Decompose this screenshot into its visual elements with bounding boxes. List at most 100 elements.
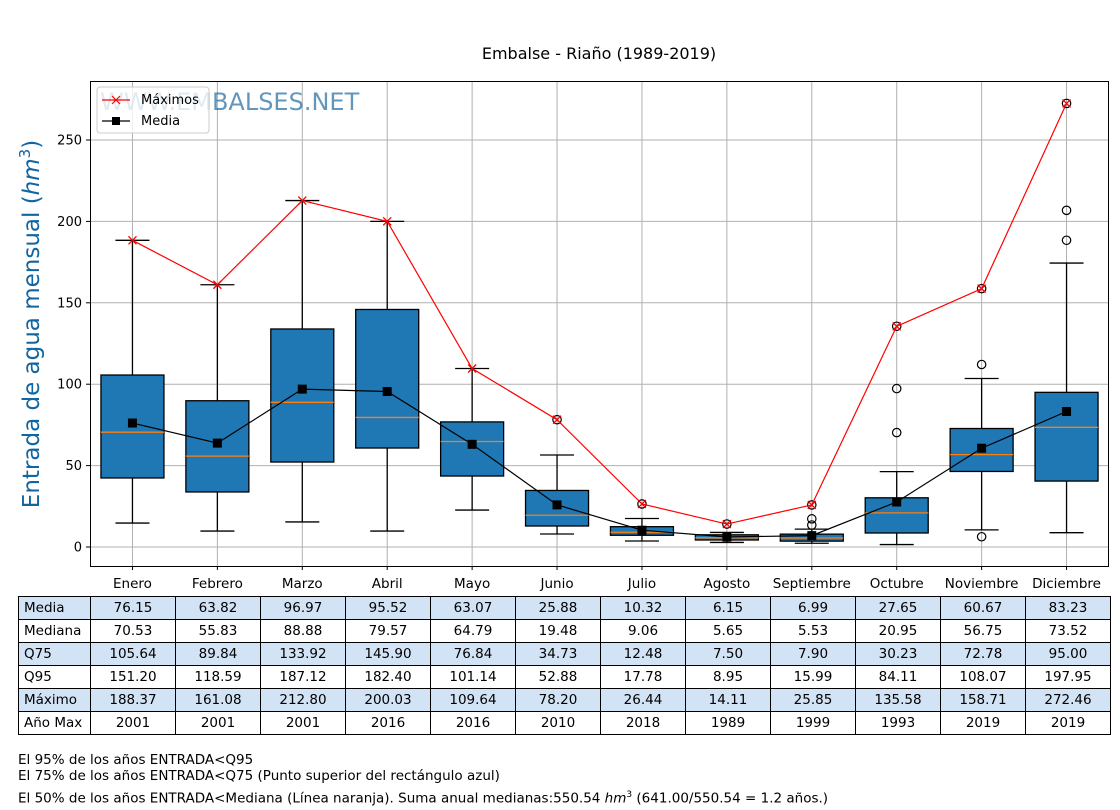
table-cell: 2018: [600, 711, 686, 735]
legend-max-label: Máximos: [141, 93, 199, 108]
table-cell: 133.92: [260, 642, 346, 666]
table-cell: 76.84: [430, 642, 516, 666]
table-cell: 88.88: [260, 619, 346, 643]
table-row: Media 76.15 63.82 96.97 95.52 63.07 25.88 10.32…: [18, 596, 1111, 620]
table-cell: 95.52: [345, 596, 431, 620]
table-cell: 118.59: [175, 665, 261, 689]
x-tick-label: Febrero: [192, 576, 243, 592]
outlier-point: [806, 500, 817, 510]
plot-frame: [90, 81, 1109, 567]
maximos-point: [637, 499, 647, 509]
outlier-point: [1061, 235, 1072, 246]
x-tick-label: Mayo: [454, 576, 490, 592]
boxplot-chart: Embalse - Riaño (1989-2019) WWW.EMBALSES…: [16, 44, 1109, 592]
table-cell: 1989: [685, 711, 771, 735]
outlier-point: [1061, 205, 1072, 216]
table-cell: 105.64: [90, 642, 176, 666]
table-cell: 151.20: [90, 665, 176, 689]
y-tick-label: 250: [57, 134, 82, 149]
table-cell: 2001: [175, 711, 261, 735]
outlier-point: [976, 283, 987, 294]
x-tick-label: Agosto: [704, 576, 751, 592]
table-cell: 101.14: [430, 665, 516, 689]
table-cell: 2001: [260, 711, 346, 735]
note-mediana: El 50% de los años ENTRADA<Mediana (Líne…: [18, 784, 829, 807]
table-cell: 55.83: [175, 619, 261, 643]
media-point: [722, 532, 732, 542]
outlier-point: [976, 359, 987, 370]
table-cell: 78.20: [515, 688, 601, 712]
table-cell: 83.23: [1025, 596, 1111, 620]
table-cell: 79.57: [345, 619, 431, 643]
y-tick-label: 200: [57, 215, 82, 230]
table-cell: 15.99: [770, 665, 856, 689]
table-cell: 52.88: [515, 665, 601, 689]
table-cell: 2016: [345, 711, 431, 735]
note-unit: hm: [604, 790, 627, 807]
table-cell: 14.11: [685, 688, 771, 712]
box-enero: [100, 239, 165, 524]
table-cell: 135.58: [855, 688, 941, 712]
y-tick-label: 50: [65, 459, 82, 474]
box-mayo: [439, 367, 505, 511]
table-cell: 161.08: [175, 688, 261, 712]
table-cell: 108.07: [940, 665, 1026, 689]
maximos-point: [807, 500, 817, 510]
table-cell: 12.48: [600, 642, 686, 666]
table-cell: 200.03: [345, 688, 431, 712]
media-line: [132, 388, 1067, 538]
table-cell: 72.78: [940, 642, 1026, 666]
table-cell: 1993: [855, 711, 941, 735]
media-point: [807, 531, 817, 541]
x-tick-label: Julio: [627, 576, 656, 592]
outlier-point: [891, 321, 902, 332]
row-label: Año Max: [18, 711, 91, 735]
table-cell: 109.64: [430, 688, 516, 712]
table-cell: 19.48: [515, 619, 601, 643]
outlier-point: [1061, 98, 1072, 109]
box-febrero: [185, 284, 250, 532]
media-point: [382, 386, 392, 396]
maximos-line: [132, 103, 1068, 525]
table-cell: 25.85: [770, 688, 856, 712]
legend-media-label: Media: [141, 114, 180, 129]
media-point: [892, 497, 902, 507]
y-tick-label: 0: [74, 541, 82, 556]
maximos-point: [467, 364, 477, 373]
outlier-point: [722, 519, 732, 529]
maximos-point: [297, 196, 307, 206]
media-point: [467, 439, 477, 449]
table-row: Q95 151.20 118.59 187.12 182.40 101.14 52.88 17…: [18, 665, 1111, 689]
table-cell: 182.40: [345, 665, 431, 689]
table-cell: 5.53: [770, 619, 856, 643]
x-tick-label: Septiembre: [773, 576, 851, 592]
y-tick-label: 100: [57, 378, 82, 393]
media-point: [127, 418, 137, 428]
notes: El 95% de los años ENTRADA<Q95 El 75% de…: [18, 752, 829, 807]
y-axis-label: Entrada de agua mensual (hm3): [16, 140, 45, 508]
table-cell: 96.97: [260, 596, 346, 620]
table-cell: 7.90: [770, 642, 856, 666]
note-q75: El 75% de los años ENTRADA<Q75 (Punto su…: [18, 768, 500, 784]
table-row: Mediana 70.53 55.83 88.88 79.57 64.79 19.48 9.0…: [18, 619, 1111, 643]
table-cell: 158.71: [940, 688, 1026, 712]
table-cell: 5.65: [685, 619, 771, 643]
x-tick-label: Marzo: [282, 576, 323, 592]
table-cell: 56.75: [940, 619, 1026, 643]
row-label: Q95: [18, 665, 91, 689]
chart-title: Embalse - Riaño (1989-2019): [482, 44, 716, 63]
x-tick-label: Noviembre: [945, 576, 1019, 592]
stats-table: Media 76.15 63.82 96.97 95.52 63.07 25.88 10.32…: [18, 596, 1111, 735]
table-cell: 10.32: [600, 596, 686, 620]
table-cell: 26.44: [600, 688, 686, 712]
table-cell: 187.12: [260, 665, 346, 689]
table-cell: 64.79: [430, 619, 516, 643]
media-point: [637, 525, 647, 535]
table-cell: 70.53: [90, 619, 176, 643]
box-iqr: [270, 328, 335, 463]
maximos-point: [127, 235, 137, 245]
table-cell: 17.78: [600, 665, 686, 689]
y-axis-label-text: Entrada de agua mensual: [19, 212, 45, 509]
table-cell: 89.84: [175, 642, 261, 666]
note-ratio: (641.00/550.54 = 1.2 años.): [632, 790, 829, 807]
